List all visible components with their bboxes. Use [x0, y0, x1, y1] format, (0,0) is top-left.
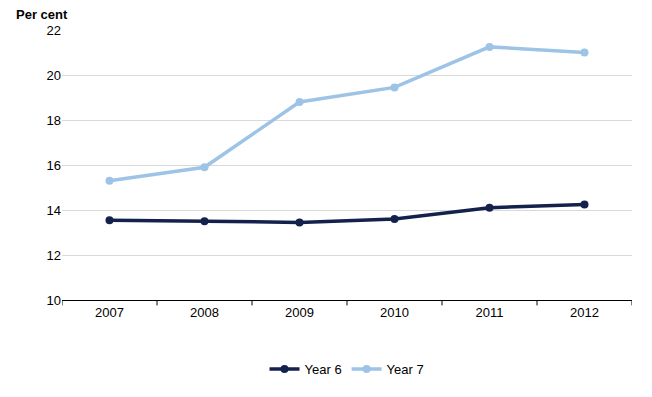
svg-text:18: 18	[47, 113, 61, 128]
svg-text:Year 6: Year 6	[305, 362, 342, 377]
svg-text:2011: 2011	[476, 305, 504, 320]
svg-text:10: 10	[47, 293, 61, 308]
svg-text:Per cent: Per cent	[16, 7, 68, 22]
svg-text:14: 14	[47, 203, 61, 218]
svg-text:2007: 2007	[95, 305, 124, 320]
svg-text:20: 20	[47, 68, 61, 83]
svg-text:22: 22	[47, 23, 61, 38]
svg-text:2009: 2009	[285, 305, 314, 320]
svg-text:Year 7: Year 7	[387, 362, 424, 377]
svg-text:2012: 2012	[570, 305, 599, 320]
svg-text:12: 12	[47, 248, 61, 263]
svg-text:2008: 2008	[190, 305, 219, 320]
svg-text:16: 16	[47, 158, 61, 173]
svg-text:2010: 2010	[380, 305, 409, 320]
